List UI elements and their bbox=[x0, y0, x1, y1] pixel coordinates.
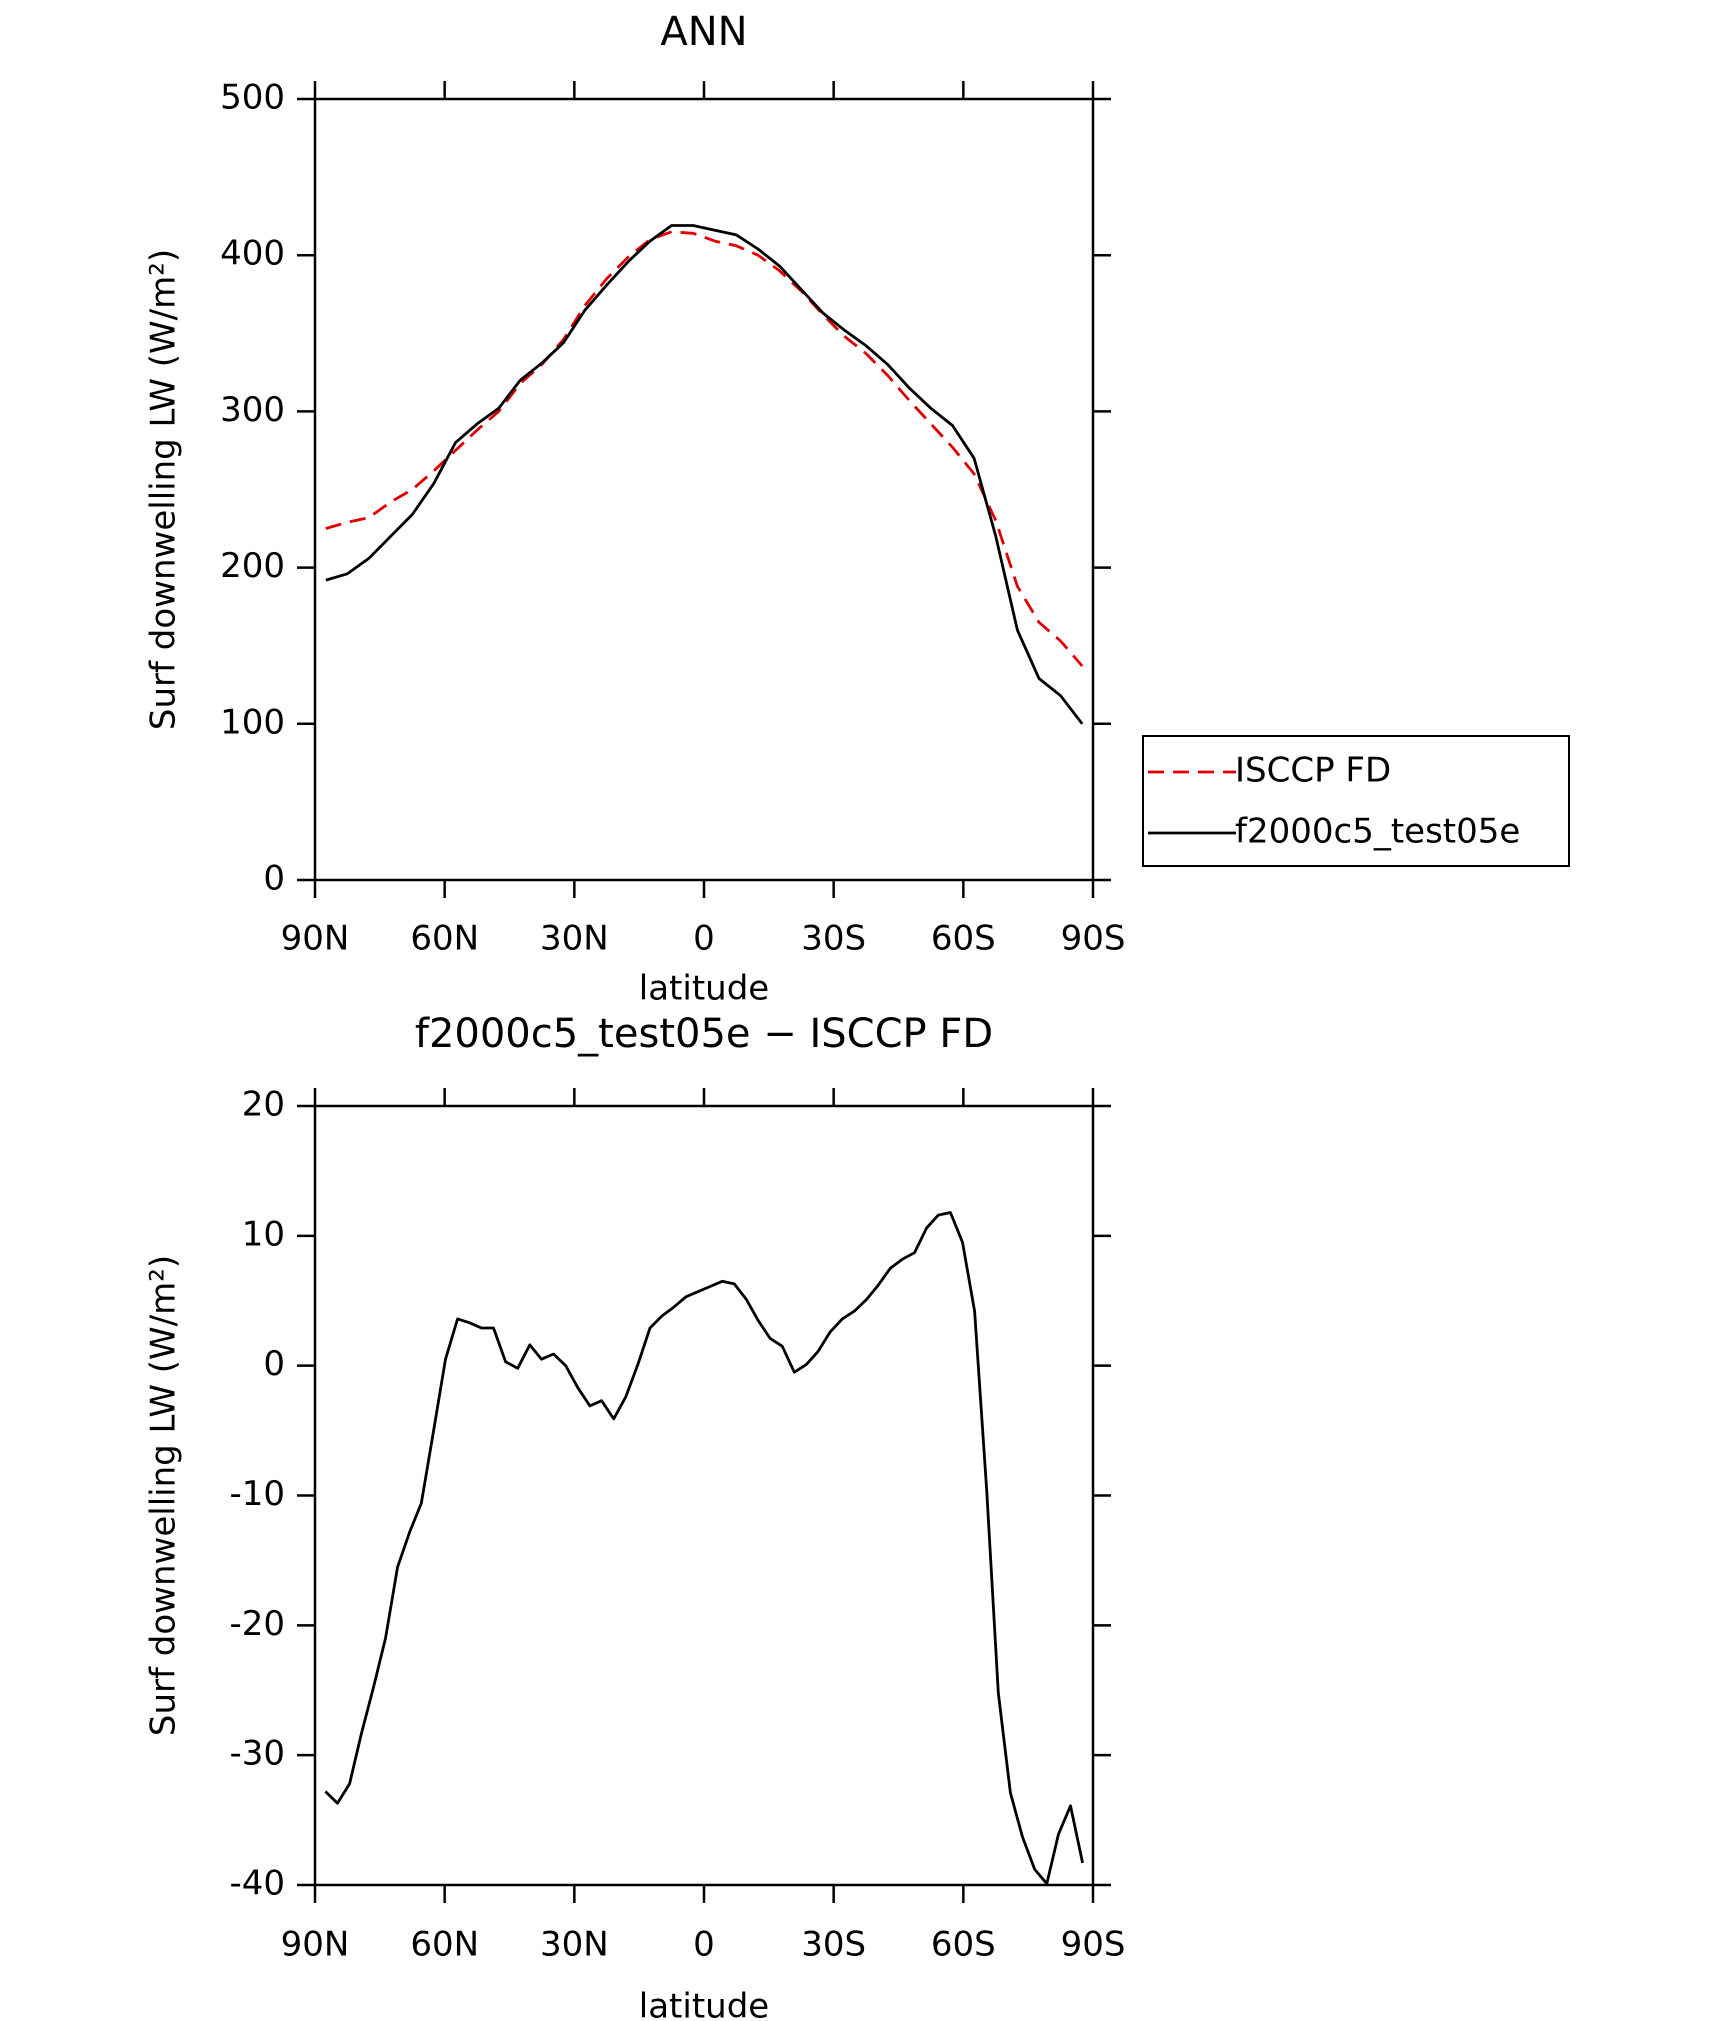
y-tick-label: 0 bbox=[263, 1344, 285, 1384]
y-tick-label: 300 bbox=[220, 390, 285, 430]
x-tick-label: 90S bbox=[1061, 919, 1126, 959]
x-axis-label: latitude bbox=[639, 969, 769, 1009]
legend: ISCCP FD f2000c5_test05e bbox=[1142, 735, 1570, 867]
legend-box bbox=[1142, 735, 1570, 867]
y-tick-label: 10 bbox=[242, 1214, 285, 1254]
x-axis-label: latitude bbox=[639, 1987, 769, 2021]
plot-frame bbox=[313, 97, 1095, 882]
plot-frame bbox=[313, 1104, 1095, 1887]
x-tick-label: 30S bbox=[801, 919, 866, 959]
y-tick-label: 0 bbox=[263, 859, 285, 899]
x-tick-label: 60N bbox=[410, 1925, 479, 1965]
data-line bbox=[325, 230, 1084, 667]
y-axis-label: Surf downwelling LW (W/m²) bbox=[144, 1255, 184, 1736]
x-tick-label: 30S bbox=[801, 1925, 866, 1965]
x-tick-label: 30N bbox=[540, 1925, 609, 1965]
x-tick-label: 60N bbox=[410, 919, 479, 959]
chart-title: ANN bbox=[660, 9, 747, 55]
y-tick-label: -10 bbox=[229, 1474, 285, 1514]
y-tick-label: 400 bbox=[220, 234, 285, 274]
y-tick-label: 100 bbox=[220, 702, 285, 742]
panel: f2000c5_test05e − ISCCP FD latitude Surf d… bbox=[144, 1011, 1126, 2021]
y-tick-label: 500 bbox=[220, 78, 285, 118]
x-tick-label: 0 bbox=[693, 1925, 715, 1965]
x-tick-label: 90N bbox=[281, 919, 350, 959]
y-tick-label: -20 bbox=[229, 1604, 285, 1644]
x-tick-label: 60S bbox=[931, 919, 996, 959]
legend-label: f2000c5_test05e bbox=[1235, 812, 1520, 852]
x-tick-label: 0 bbox=[693, 919, 715, 959]
x-tick-label: 30N bbox=[540, 919, 609, 959]
x-tick-label: 90N bbox=[281, 1925, 350, 1965]
panel: ANN latitude Surf downwelling LW (W/m²) 0 10… bbox=[144, 9, 1570, 1009]
data-line bbox=[325, 224, 1084, 725]
data-line bbox=[324, 1211, 1084, 1886]
y-tick-label: 200 bbox=[220, 546, 285, 586]
x-tick-label: 90S bbox=[1061, 1925, 1126, 1965]
x-tick-label: 60S bbox=[931, 1925, 996, 1965]
y-tick-label: -40 bbox=[229, 1864, 285, 1904]
legend-label: ISCCP FD bbox=[1235, 751, 1391, 791]
y-tick-label: -30 bbox=[229, 1734, 285, 1774]
y-tick-label: 20 bbox=[242, 1085, 285, 1125]
y-axis-label: Surf downwelling LW (W/m²) bbox=[144, 249, 184, 730]
chart-title: f2000c5_test05e − ISCCP FD bbox=[415, 1011, 993, 1057]
